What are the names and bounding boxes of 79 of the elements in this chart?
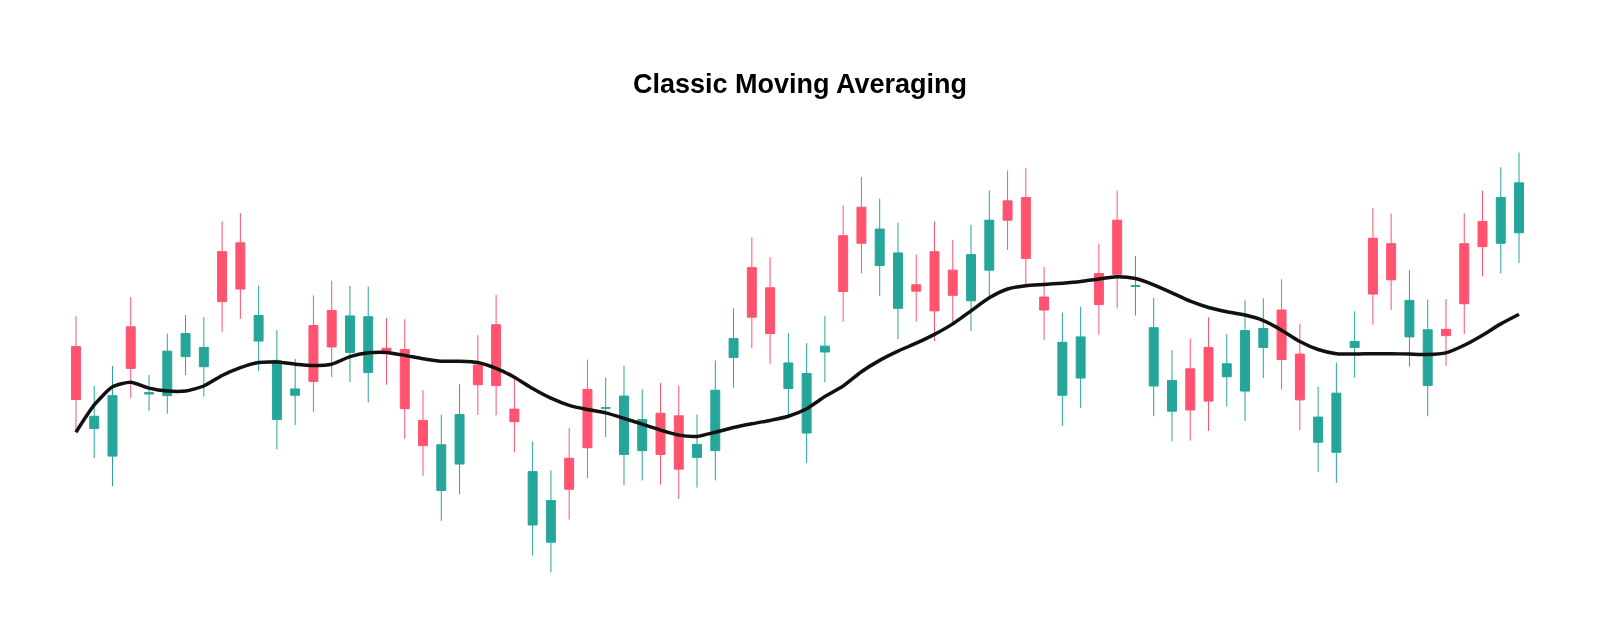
candlestick: [783, 332, 794, 417]
candlestick: [527, 440, 538, 557]
candlestick: [217, 220, 228, 333]
candlestick: [180, 314, 191, 376]
candlestick: [765, 256, 776, 365]
candlestick: [1514, 152, 1525, 264]
candlestick: [107, 365, 118, 487]
candlestick: [1349, 310, 1360, 379]
candlestick: [1221, 333, 1232, 408]
candlestick: [947, 239, 958, 323]
candlestick: [1441, 298, 1451, 367]
candlestick: [363, 286, 374, 403]
candlestick: [1459, 212, 1470, 335]
candlestick: [673, 385, 684, 500]
candlestick: [1112, 189, 1123, 309]
candlestick: [892, 222, 903, 340]
candlestick: [235, 212, 246, 320]
candlestick: [856, 176, 867, 274]
candlestick: [1002, 170, 1013, 251]
candlestick: [162, 333, 173, 415]
candlestick: [399, 318, 410, 440]
candlestick: [198, 316, 209, 397]
candlestick: [1240, 299, 1251, 422]
candlestick: [472, 334, 483, 416]
candlestick: [1057, 312, 1068, 427]
candlestick: [1185, 338, 1196, 442]
candlestick: [1477, 190, 1488, 277]
candlestick: [1093, 243, 1104, 336]
candlestick: [618, 365, 629, 486]
candlestick: [600, 377, 611, 438]
candlestick: [746, 236, 757, 349]
candlestick: [1313, 386, 1324, 473]
candlestick: [1422, 299, 1433, 417]
candlestick: [545, 469, 556, 573]
candlestick: [692, 414, 703, 489]
candlestick: [1294, 323, 1305, 431]
candlestick: [454, 383, 465, 495]
candlestick: [509, 378, 520, 453]
candlestick: [984, 189, 995, 299]
candlestick: [1166, 349, 1177, 442]
candlestick: [819, 315, 830, 383]
candlestick: [326, 280, 337, 378]
candlestick: [491, 294, 502, 416]
candlestick: [436, 414, 447, 522]
candlestick: [1203, 316, 1214, 432]
candlestick: [1039, 266, 1050, 341]
candlestick: [144, 374, 154, 412]
candlestick: [1404, 269, 1415, 368]
candlestick: [911, 254, 922, 322]
candlestick: [89, 385, 100, 459]
chart-title: Classic Moving Averaging: [632, 68, 968, 99]
candlestick: [929, 220, 940, 342]
candlestick: [1367, 207, 1378, 326]
candlestick: [1276, 278, 1287, 390]
candlestick: [1075, 306, 1086, 409]
candlestick: [271, 329, 282, 450]
candlestick: [253, 285, 264, 372]
candlestick: [966, 224, 977, 332]
candlestick: [655, 382, 666, 486]
candlestick: [418, 389, 429, 477]
candlestick: [1386, 212, 1397, 311]
candlestick: [801, 342, 812, 464]
candlestick: [1130, 255, 1141, 316]
candlestick: [344, 285, 355, 383]
candlestick: [1495, 166, 1506, 274]
candlestick: [290, 358, 301, 426]
candlestick: [838, 204, 849, 323]
candlestick: [728, 307, 739, 389]
candlestick: [125, 296, 136, 399]
candlestick: [582, 359, 593, 479]
candlestick: [70, 315, 81, 432]
candlestick: [710, 359, 721, 481]
candlestick: [874, 198, 885, 297]
candlestick: [564, 427, 575, 521]
candlestick: [1148, 297, 1159, 417]
candlestick: [1258, 297, 1269, 379]
candlestick: [308, 294, 319, 413]
candlestick: [1331, 362, 1342, 484]
candlestick: [381, 317, 392, 386]
